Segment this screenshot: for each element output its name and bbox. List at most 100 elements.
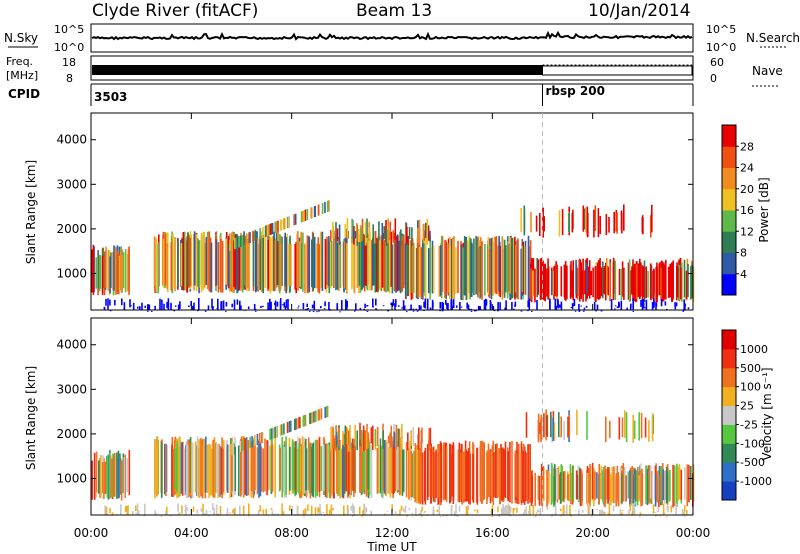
heatmap-cell xyxy=(220,238,222,293)
heatmap-cell xyxy=(372,425,374,450)
heatmap-cell xyxy=(344,425,347,446)
heatmap-cell xyxy=(160,516,162,518)
heatmap-cell xyxy=(528,298,531,310)
heatmap-cell xyxy=(627,262,630,300)
heatmap-cell xyxy=(443,442,445,501)
heatmap-cell xyxy=(527,444,529,504)
heatmap-cell xyxy=(274,426,276,438)
heatmap-cell xyxy=(594,471,596,500)
heatmap-cell xyxy=(361,241,364,290)
heatmap-cell xyxy=(666,308,668,310)
heatmap-cell xyxy=(635,470,637,502)
heatmap-cell xyxy=(662,503,665,515)
heatmap-cell xyxy=(412,427,415,446)
heatmap-cell xyxy=(358,506,361,514)
heatmap-cell xyxy=(321,202,324,214)
heatmap-cell xyxy=(236,299,239,305)
heatmap-cell xyxy=(570,306,573,308)
heatmap-cell xyxy=(670,505,673,513)
heatmap-cell xyxy=(202,231,205,291)
heatmap-cell xyxy=(664,512,666,514)
heatmap-cell xyxy=(462,451,465,503)
heatmap-cell xyxy=(498,513,501,515)
heatmap-cell xyxy=(662,469,665,501)
heatmap-cell xyxy=(249,231,251,243)
heatmap-cell xyxy=(174,237,176,292)
heatmap-cell xyxy=(390,302,392,306)
heatmap-cell xyxy=(120,504,122,515)
heatmap-cell xyxy=(650,215,652,238)
heatmap-cell xyxy=(498,515,501,517)
heatmap-cell xyxy=(581,510,584,513)
heatmap-cell xyxy=(498,235,500,292)
heatmap-cell xyxy=(164,233,167,286)
heatmap-cell xyxy=(632,474,635,505)
heatmap-cell xyxy=(600,267,603,297)
heatmap-cell xyxy=(335,235,337,291)
heatmap-cell xyxy=(366,218,368,238)
heatmap-cell xyxy=(229,444,232,499)
heatmap-cell xyxy=(195,234,198,292)
heatmap-cell xyxy=(332,508,334,511)
heatmap-cell xyxy=(546,507,549,510)
heatmap-cell xyxy=(183,231,186,291)
heatmap-cell xyxy=(512,507,515,514)
heatmap-cell xyxy=(637,467,639,500)
heatmap-cell xyxy=(599,258,601,299)
heatmap-cell xyxy=(135,512,137,514)
heatmap-cell xyxy=(626,307,628,309)
power-heatmap xyxy=(91,200,695,313)
heatmap-cell xyxy=(200,442,203,495)
heatmap-cell xyxy=(536,300,538,310)
heatmap-cell xyxy=(401,423,403,450)
heatmap-cell xyxy=(543,413,545,438)
heatmap-cell xyxy=(281,236,283,286)
heatmap-cell xyxy=(684,467,686,500)
heatmap-cell xyxy=(307,437,310,491)
heatmap-cell xyxy=(499,302,501,310)
heatmap-cell xyxy=(374,429,377,447)
heatmap-cell xyxy=(147,310,149,312)
heatmap-cell xyxy=(603,266,606,295)
heatmap-cell xyxy=(141,302,143,310)
heatmap-cell xyxy=(508,510,511,514)
colorbar-segment xyxy=(722,367,736,388)
heatmap-cell xyxy=(254,308,257,310)
heatmap-cell xyxy=(322,512,325,513)
heatmap-cell xyxy=(296,506,299,515)
heatmap-cell xyxy=(343,241,346,289)
heatmap-cell xyxy=(413,450,415,499)
heatmap-cell xyxy=(210,448,213,496)
heatmap-cell xyxy=(331,240,333,287)
heatmap-cell xyxy=(239,235,242,247)
heatmap-cell xyxy=(105,246,107,288)
heatmap-cell xyxy=(412,308,415,310)
heatmap-cell xyxy=(389,442,392,498)
heatmap-cell xyxy=(674,302,676,307)
heatmap-cell xyxy=(401,240,403,292)
heatmap-cell xyxy=(313,300,316,310)
heatmap-cell xyxy=(192,307,195,309)
heatmap-cell xyxy=(404,240,407,298)
heatmap-cell xyxy=(511,301,513,310)
heatmap-cell xyxy=(668,267,670,296)
heatmap-cell xyxy=(648,472,650,504)
heatmap-cell xyxy=(489,450,491,497)
heatmap-cell xyxy=(459,301,461,310)
heatmap-cell xyxy=(290,243,292,287)
heatmap-cell xyxy=(517,238,519,300)
heatmap-cell xyxy=(460,306,463,308)
heatmap-cell xyxy=(653,268,655,302)
heatmap-cell xyxy=(403,234,405,289)
heatmap-cell xyxy=(122,252,125,289)
heatmap-cell xyxy=(631,513,633,515)
heatmap-cell xyxy=(192,305,194,310)
heatmap-cell xyxy=(105,298,107,306)
heatmap-cell xyxy=(367,432,369,449)
heatmap-cell xyxy=(371,240,373,291)
heatmap-cell xyxy=(682,310,685,312)
heatmap-cell xyxy=(241,436,243,492)
heatmap-cell xyxy=(546,414,549,437)
heatmap-cell xyxy=(683,299,685,310)
heatmap-cell xyxy=(107,298,109,310)
